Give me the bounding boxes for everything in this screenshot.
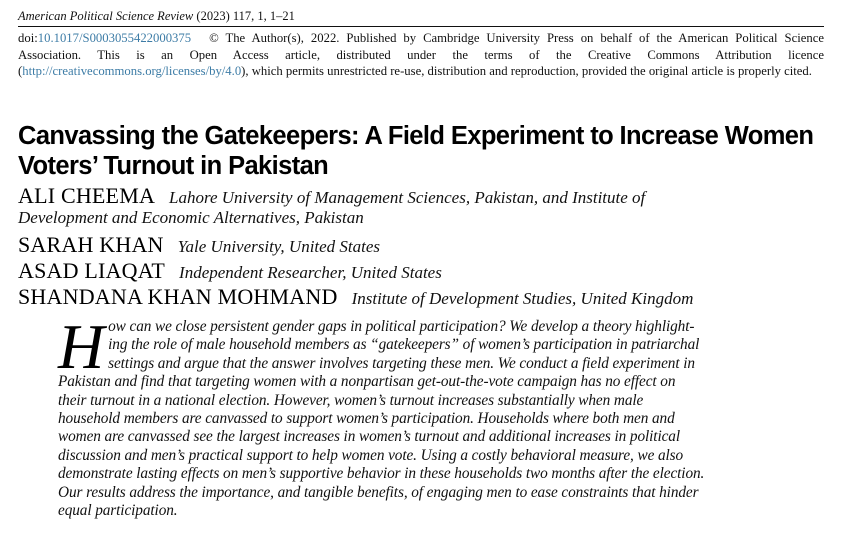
- license-notice: doi:10.1017/S0003055422000375 © The Autho…: [18, 30, 824, 80]
- abstract-line: demonstrate lasting effects on men’s sup…: [58, 465, 705, 483]
- journal-issue: (2023) 117, 1, 1–21: [196, 9, 295, 23]
- doi-label: doi:: [18, 31, 38, 45]
- header-divider: [18, 26, 824, 27]
- license-link[interactable]: http://creativecommons.org/licenses/by/4…: [22, 64, 242, 78]
- author-name: SARAH KHAN: [18, 232, 164, 257]
- abstract: H ow can we close persistent gender gaps…: [58, 311, 783, 520]
- abstract-line: equal participation.: [58, 502, 178, 520]
- author-affiliation: Lahore University of Management Sciences…: [169, 188, 646, 207]
- abstract-line: ing the role of male household members a…: [108, 336, 700, 354]
- author-affiliation: Independent Researcher, United States: [179, 263, 442, 282]
- author-affiliation: Yale University, United States: [177, 237, 381, 256]
- author-affiliation-continued: Development and Economic Alternatives, P…: [18, 208, 364, 227]
- abstract-drop-cap: H: [58, 311, 105, 382]
- abstract-line: settings and argue that the answer invol…: [108, 354, 695, 372]
- author-entry: ALI CHEEMA Lahore University of Managemen…: [18, 183, 818, 227]
- abstract-line: discussion and men’s practical support t…: [58, 446, 684, 464]
- abstract-line: their turnout in a national election. Ho…: [58, 391, 644, 409]
- author-entry: ASAD LIAQAT Independent Researcher, Unite…: [18, 258, 818, 287]
- journal-name: American Political Science Review: [18, 9, 194, 23]
- abstract-line: women are canvassed see the largest incr…: [58, 428, 680, 446]
- license-closing-text: ), which permits unrestricted re-use, di…: [241, 64, 812, 78]
- abstract-line: Pakistan and find that targeting women w…: [58, 373, 676, 391]
- doi-link[interactable]: 10.1017/S0003055422000375: [37, 31, 192, 45]
- copyright-text: © The Author(s), 2022. Published by Camb…: [18, 31, 824, 78]
- author-name: SHANDANA KHAN MOHMAND: [18, 284, 338, 309]
- abstract-line: ow can we close persistent gender gaps i…: [108, 318, 695, 335]
- author-affiliation: Institute of Development Studies, United…: [351, 289, 694, 308]
- journal-citation: American Political Science Review (2023)…: [18, 9, 295, 24]
- paper-title: Canvassing the Gatekeepers: A Field Expe…: [18, 122, 814, 180]
- author-entry: SHANDANA KHAN MOHMAND Institute of Develo…: [18, 284, 818, 313]
- author-name: ALI CHEEMA: [18, 183, 156, 208]
- author-entry: SARAH KHAN Yale University, United States: [18, 232, 818, 261]
- author-name: ASAD LIAQAT: [18, 258, 166, 283]
- abstract-line: household members are canvassed to suppo…: [58, 410, 675, 428]
- abstract-line: Our results address the importance, and …: [58, 483, 699, 501]
